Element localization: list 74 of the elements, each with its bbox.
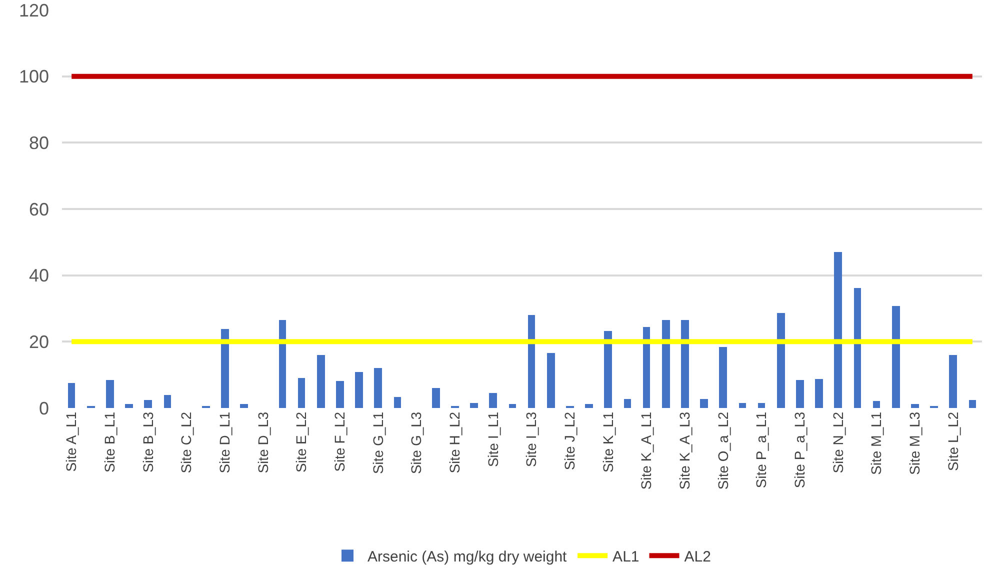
bar [873, 401, 880, 408]
x-tick-label: Site B_L1 [101, 412, 118, 473]
bar [240, 404, 248, 408]
bar [432, 388, 440, 408]
y-tick-label: 40 [28, 266, 49, 286]
bar [547, 353, 555, 408]
bar [949, 355, 957, 408]
bar [739, 403, 746, 408]
x-tick-label: Site G_L3 [408, 412, 424, 474]
bar [604, 331, 612, 408]
bar [643, 327, 650, 408]
bar [394, 397, 401, 408]
bar [144, 400, 152, 408]
bar [662, 320, 670, 408]
x-tick-label: Site G_L1 [370, 412, 386, 474]
bar [279, 320, 286, 408]
y-tick-label: 60 [28, 199, 49, 220]
bar [796, 380, 804, 408]
bar [834, 252, 842, 408]
x-tick-label: Site J_L2 [561, 412, 578, 470]
x-tick-label: Site C_L2 [178, 412, 194, 474]
x-tick-label: Site N_L2 [830, 412, 846, 474]
bar [815, 379, 823, 408]
x-tick-label: Site P_a_L1 [753, 412, 770, 488]
y-tick-label: 120 [18, 0, 49, 20]
x-tick-label: Site K_A_L1 [638, 412, 654, 490]
bar [374, 368, 382, 408]
x-tick-label: Site A_L1 [63, 412, 80, 472]
y-tick-label: 20 [28, 332, 49, 352]
bar [125, 404, 133, 408]
x-tick-label: Site F_L2 [331, 412, 348, 472]
bar [221, 329, 229, 408]
bar [355, 372, 363, 408]
y-tick-label: 100 [18, 66, 49, 87]
x-tick-label: Site M_L1 [868, 412, 884, 475]
bar [164, 395, 171, 408]
x-tick-label: Site K_L1 [600, 412, 616, 473]
bar [892, 306, 900, 408]
bar [681, 320, 689, 408]
bar [777, 313, 785, 408]
bar [719, 347, 727, 408]
legend-label: Arsenic (As) mg/kg dry weight [368, 548, 568, 566]
bar [336, 381, 344, 408]
bar [68, 383, 75, 408]
x-tick-label: Site M_L3 [906, 412, 922, 475]
x-tick-label: Site K_A_L3 [676, 412, 692, 490]
x-tick-label: Site O_a_L2 [714, 412, 731, 490]
x-tick-label: Site H_L2 [446, 412, 462, 474]
bar [298, 378, 305, 408]
bar [528, 315, 535, 408]
legend-label: AL2 [684, 548, 711, 566]
bar [106, 380, 114, 408]
bar [969, 400, 976, 408]
bar [700, 399, 708, 408]
y-tick-label: 0 [38, 398, 49, 418]
y-tick-label: 80 [28, 132, 49, 153]
x-tick-label: Site I_L1 [484, 412, 501, 468]
x-tick-label: Site D_L1 [216, 412, 232, 474]
bar [911, 404, 919, 408]
bar [489, 393, 497, 408]
x-tick-label: Site D_L3 [254, 412, 271, 474]
bar [624, 399, 631, 408]
bar [470, 403, 478, 408]
bar [509, 404, 516, 408]
bar [854, 288, 861, 408]
x-tick-label: Site P_a_L3 [791, 412, 808, 488]
x-tick-label: Site L_L2 [944, 412, 961, 471]
legend-label: AL1 [612, 548, 640, 566]
bar [585, 404, 593, 408]
bar [758, 403, 765, 408]
x-tick-label: Site E_L2 [293, 412, 310, 473]
x-tick-label: Site I_L3 [523, 412, 540, 468]
x-tick-label: Site B_L3 [140, 412, 156, 473]
bar [317, 355, 325, 408]
